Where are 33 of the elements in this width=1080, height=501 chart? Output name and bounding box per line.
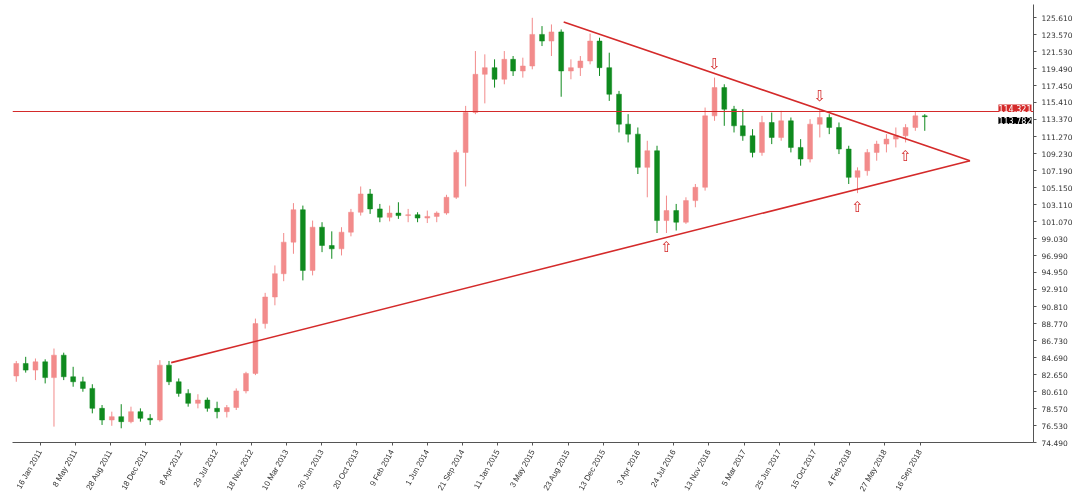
x-tick-label: 18 Dec 2011	[119, 447, 150, 492]
x-tick-label: 11 Jan 2015	[472, 447, 502, 491]
x-tick-label: 27 May 2018	[857, 447, 890, 493]
annotation: ⇧	[851, 198, 864, 217]
x-tick-label: 13 Dec 2015	[576, 447, 608, 493]
x-tick-label: 3 May 2015	[508, 447, 538, 489]
x-tick-label: 21 Sep 2014	[436, 447, 467, 493]
x-tick-label: 8 May 2011	[50, 447, 80, 489]
annotation: ⇩	[813, 87, 827, 106]
annotation: ⇩	[708, 54, 721, 73]
x-tick-label: 25 Jun 2017	[753, 447, 784, 491]
annotation: 113.782	[998, 117, 1032, 126]
x-tick-label: 28 Aug 2011	[84, 448, 115, 492]
x-tick-label: 20 Oct 2013	[331, 447, 362, 491]
x-tick-label: 23 Aug 2015	[541, 448, 573, 493]
x-tick-label: 15 Oct 2017	[788, 447, 819, 491]
x-tick-label: 16 Sep 2018	[893, 447, 925, 493]
x-tick-label: 3 Apr 2016	[615, 448, 643, 487]
x-tick-label: 9 Feb 2014	[368, 447, 397, 488]
annotation: ⇧	[899, 147, 912, 166]
ref-line-label: 114.321	[998, 104, 1032, 114]
x-tick-label: 29 Jul 2012	[191, 447, 221, 489]
x-tick-label: 10 Mar 2013	[260, 447, 291, 492]
x-tick-label: 30 Jun 2013	[295, 447, 326, 491]
x-tick-label: 24 Jul 2016	[649, 447, 678, 489]
x-tick-label: 8 Apr 2012	[157, 448, 185, 487]
annotation: ⇧	[660, 238, 673, 257]
x-tick-label: 5 Mar 2017	[720, 447, 749, 488]
x-tick-label: 16 Jan 2011	[14, 447, 45, 491]
x-tick-label: 1 Jun 2014	[403, 447, 432, 488]
x-tick-label: 13 Nov 2016	[682, 447, 714, 493]
x-tick-label: 18 Nov 2012	[224, 447, 256, 493]
x-tick-label: 4 Feb 2018	[825, 447, 854, 488]
